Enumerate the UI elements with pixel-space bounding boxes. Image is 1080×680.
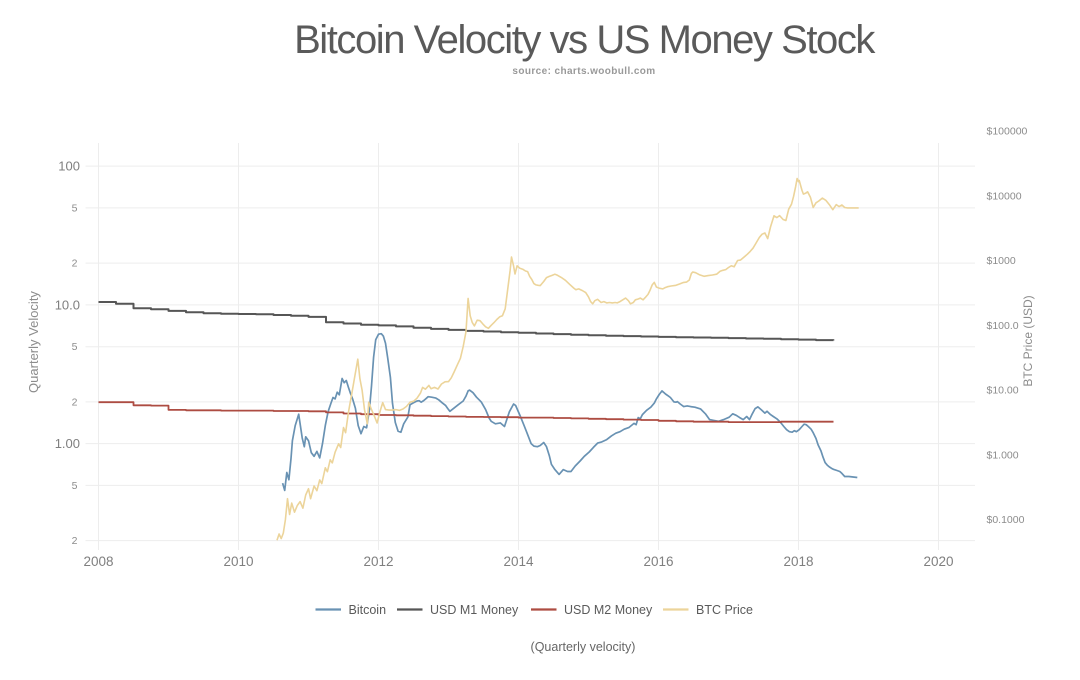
svg-text:5: 5 xyxy=(72,202,78,214)
svg-text:Quarterly Velocity: Quarterly Velocity xyxy=(26,291,41,393)
svg-text:USD M1 Money: USD M1 Money xyxy=(430,603,519,617)
svg-text:2018: 2018 xyxy=(783,554,813,569)
svg-text:$100.0: $100.0 xyxy=(987,320,1019,332)
svg-text:$10.00: $10.00 xyxy=(987,385,1019,397)
svg-text:$100000: $100000 xyxy=(987,126,1028,138)
svg-text:$0.1000: $0.1000 xyxy=(987,514,1025,526)
svg-text:USD M2 Money: USD M2 Money xyxy=(564,603,653,617)
svg-text:(Quarterly velocity): (Quarterly velocity) xyxy=(531,640,636,654)
svg-text:2: 2 xyxy=(72,396,78,408)
svg-text:Bitcoin: Bitcoin xyxy=(349,603,387,617)
svg-text:5: 5 xyxy=(72,480,78,492)
svg-text:100: 100 xyxy=(58,159,80,174)
svg-text:2010: 2010 xyxy=(223,554,253,569)
svg-text:1.00: 1.00 xyxy=(55,436,80,451)
svg-text:BTC Price: BTC Price xyxy=(696,603,753,617)
svg-text:2012: 2012 xyxy=(363,554,393,569)
svg-text:2008: 2008 xyxy=(83,554,113,569)
svg-text:2016: 2016 xyxy=(643,554,673,569)
svg-text:BTC Price (USD): BTC Price (USD) xyxy=(1021,295,1035,386)
svg-text:$10000: $10000 xyxy=(987,190,1022,202)
svg-text:2: 2 xyxy=(72,535,78,547)
svg-text:5: 5 xyxy=(72,341,78,353)
svg-text:$1000: $1000 xyxy=(987,255,1016,267)
svg-text:2: 2 xyxy=(72,258,78,270)
svg-text:2020: 2020 xyxy=(923,554,953,569)
svg-text:source: charts.woobull.com: source: charts.woobull.com xyxy=(512,66,655,77)
svg-text:Bitcoin Velocity vs US Money S: Bitcoin Velocity vs US Money Stock xyxy=(294,18,876,62)
svg-text:$1.000: $1.000 xyxy=(987,449,1019,461)
svg-text:10.0: 10.0 xyxy=(55,297,80,312)
svg-text:2014: 2014 xyxy=(503,554,534,569)
